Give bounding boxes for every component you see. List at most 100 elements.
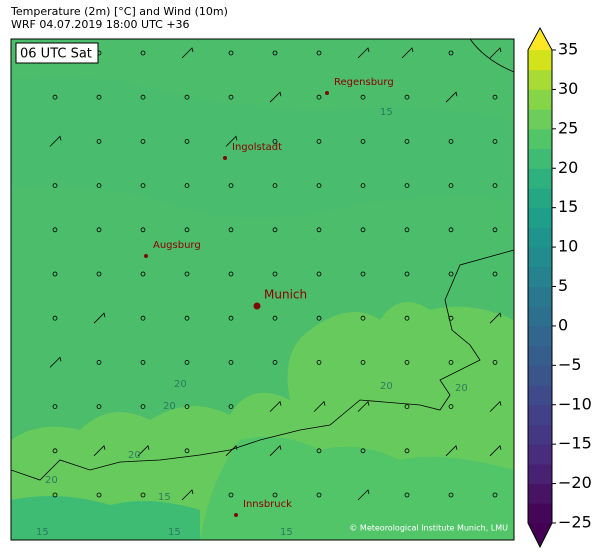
city-marker bbox=[325, 91, 329, 95]
colorbar-band bbox=[528, 247, 552, 268]
wind-barb bbox=[181, 489, 194, 501]
colorbar-tick-label: 20 bbox=[558, 158, 578, 177]
station bbox=[492, 183, 498, 189]
station bbox=[52, 94, 58, 100]
station bbox=[140, 404, 146, 410]
station bbox=[52, 315, 58, 321]
station bbox=[140, 359, 146, 365]
station bbox=[96, 94, 102, 100]
station bbox=[140, 94, 146, 100]
wind-barb bbox=[181, 47, 194, 59]
station bbox=[316, 183, 322, 189]
station bbox=[272, 492, 278, 498]
station bbox=[492, 359, 498, 365]
contour-label: 20 bbox=[380, 381, 393, 392]
wind-barb bbox=[269, 400, 282, 412]
contour-label: 15 bbox=[280, 527, 293, 538]
station bbox=[228, 315, 234, 321]
colorbar-band bbox=[528, 385, 552, 406]
colorbar-band bbox=[528, 325, 552, 347]
station bbox=[228, 492, 234, 498]
colorbar-band bbox=[528, 345, 552, 366]
station bbox=[404, 404, 410, 410]
station bbox=[272, 50, 278, 56]
colorbar-band bbox=[528, 69, 552, 90]
station bbox=[316, 227, 322, 233]
contour-label: 20 bbox=[128, 450, 141, 461]
city-label: Innsbruck bbox=[243, 499, 292, 510]
cool-area bbox=[11, 496, 200, 540]
station bbox=[228, 271, 234, 277]
credit: © Meteorological Institute Munich, LMU bbox=[349, 524, 508, 533]
temp-field bbox=[200, 436, 514, 540]
city-label: Munich bbox=[264, 288, 307, 302]
wind-barb bbox=[269, 91, 282, 103]
station bbox=[96, 183, 102, 189]
city-marker bbox=[223, 156, 227, 160]
station bbox=[404, 227, 410, 233]
city-label: Ingolstadt bbox=[232, 142, 282, 153]
station bbox=[52, 271, 58, 277]
station bbox=[360, 448, 366, 454]
station bbox=[316, 94, 322, 100]
colorbar-tick-label: −20 bbox=[558, 473, 592, 492]
colorbar-tick-label: −5 bbox=[558, 355, 582, 374]
station bbox=[140, 271, 146, 277]
colorbar-tick-label: −10 bbox=[558, 394, 592, 413]
colorbar-tick-label: 0 bbox=[558, 315, 568, 334]
border bbox=[469, 39, 514, 73]
contour-label: 20 bbox=[45, 475, 58, 486]
station bbox=[228, 404, 234, 410]
contour-label: 15 bbox=[168, 527, 181, 538]
station bbox=[184, 183, 190, 189]
time-label: 06 UTC Sat bbox=[20, 47, 92, 62]
city-marker bbox=[253, 302, 261, 310]
colorbar-band bbox=[528, 89, 552, 110]
station bbox=[184, 227, 190, 233]
station bbox=[492, 227, 498, 233]
colorbar-band bbox=[528, 463, 552, 485]
colorbar-tick-label: 35 bbox=[558, 40, 578, 59]
station bbox=[360, 94, 366, 100]
station bbox=[448, 271, 454, 277]
station bbox=[140, 183, 146, 189]
wind-barb bbox=[93, 312, 106, 324]
contour-label: 20 bbox=[163, 401, 176, 412]
colorbar-band bbox=[528, 187, 552, 209]
wind-barb bbox=[49, 135, 62, 147]
wind-barb bbox=[489, 312, 502, 324]
station bbox=[272, 271, 278, 277]
wind-barb bbox=[313, 400, 326, 412]
wind-barb bbox=[49, 356, 62, 368]
station bbox=[184, 138, 190, 144]
station bbox=[140, 138, 146, 144]
station bbox=[316, 315, 322, 321]
colorbar-band bbox=[528, 168, 552, 189]
colorbar-band bbox=[528, 266, 552, 287]
station bbox=[184, 359, 190, 365]
station bbox=[360, 138, 366, 144]
colorbar-band bbox=[528, 444, 552, 465]
station bbox=[184, 94, 190, 100]
colorbar-band bbox=[528, 227, 552, 248]
station bbox=[140, 227, 146, 233]
colorbar-band bbox=[528, 128, 552, 150]
contour-label: 15 bbox=[380, 107, 393, 118]
colorbar-tick-label: 10 bbox=[558, 237, 578, 256]
station bbox=[316, 448, 322, 454]
wind-barb bbox=[93, 445, 106, 457]
station bbox=[404, 183, 410, 189]
contour-label: 20 bbox=[174, 379, 187, 390]
station bbox=[52, 227, 58, 233]
map-area bbox=[11, 39, 514, 540]
station bbox=[52, 183, 58, 189]
colorbar-band bbox=[528, 286, 552, 307]
colorbar-tick-label: 30 bbox=[558, 79, 578, 98]
border bbox=[11, 249, 514, 481]
colorbar-band bbox=[528, 424, 552, 445]
station bbox=[184, 404, 190, 410]
station bbox=[492, 492, 498, 498]
colorbar-band bbox=[528, 109, 552, 130]
wind-barb bbox=[489, 400, 502, 412]
